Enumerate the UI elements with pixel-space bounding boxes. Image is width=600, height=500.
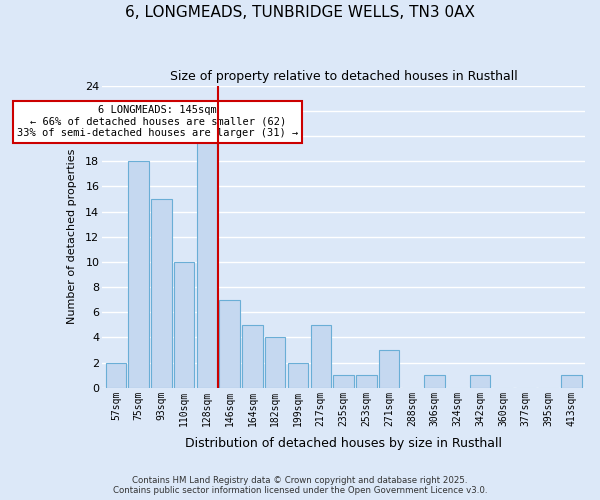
Bar — [265, 338, 286, 388]
Text: 6 LONGMEADS: 145sqm
← 66% of detached houses are smaller (62)
33% of semi-detach: 6 LONGMEADS: 145sqm ← 66% of detached ho… — [17, 105, 298, 138]
Bar — [334, 376, 354, 388]
Text: Contains HM Land Registry data © Crown copyright and database right 2025.
Contai: Contains HM Land Registry data © Crown c… — [113, 476, 487, 495]
Bar — [174, 262, 194, 388]
Bar — [379, 350, 400, 388]
Title: Size of property relative to detached houses in Rusthall: Size of property relative to detached ho… — [170, 70, 517, 83]
Bar — [470, 376, 490, 388]
Y-axis label: Number of detached properties: Number of detached properties — [67, 149, 77, 324]
Bar — [356, 376, 377, 388]
Bar — [288, 362, 308, 388]
Bar — [197, 136, 217, 388]
Bar — [220, 300, 240, 388]
Bar — [561, 376, 581, 388]
Bar — [311, 325, 331, 388]
Bar — [106, 362, 126, 388]
Bar — [128, 161, 149, 388]
Bar — [151, 199, 172, 388]
Bar — [424, 376, 445, 388]
X-axis label: Distribution of detached houses by size in Rusthall: Distribution of detached houses by size … — [185, 437, 502, 450]
Bar — [242, 325, 263, 388]
Text: 6, LONGMEADS, TUNBRIDGE WELLS, TN3 0AX: 6, LONGMEADS, TUNBRIDGE WELLS, TN3 0AX — [125, 5, 475, 20]
